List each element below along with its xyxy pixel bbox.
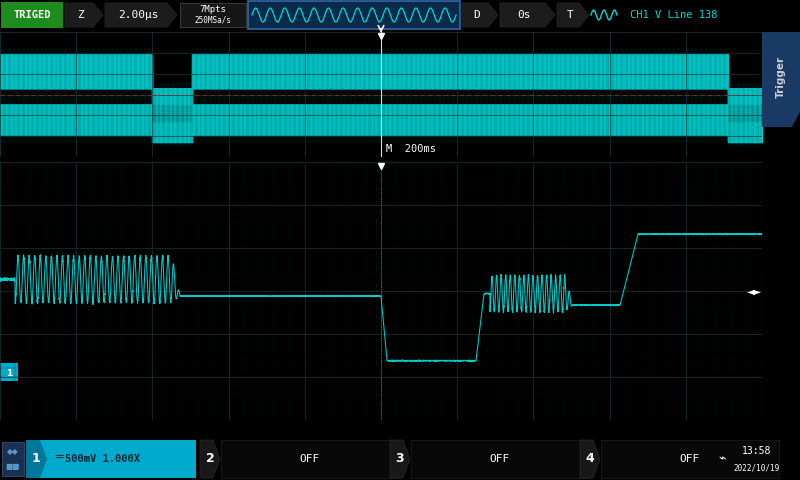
Text: 1: 1 bbox=[6, 369, 12, 378]
Text: 13:58: 13:58 bbox=[742, 446, 772, 456]
Text: ◆◆: ◆◆ bbox=[7, 447, 19, 456]
Polygon shape bbox=[390, 440, 410, 478]
Text: 7Mpts: 7Mpts bbox=[199, 5, 226, 14]
Text: 0s: 0s bbox=[518, 10, 531, 20]
Text: 1: 1 bbox=[32, 453, 40, 466]
Bar bbox=[411, 440, 589, 478]
Bar bbox=[248, 1, 460, 29]
Text: 2: 2 bbox=[206, 453, 214, 466]
Text: ⌁: ⌁ bbox=[718, 453, 726, 466]
Polygon shape bbox=[557, 3, 589, 27]
Polygon shape bbox=[26, 440, 47, 478]
Bar bbox=[601, 440, 779, 478]
Text: Trigger: Trigger bbox=[776, 56, 786, 98]
Polygon shape bbox=[462, 3, 498, 27]
Text: D: D bbox=[474, 10, 480, 20]
Bar bbox=[221, 440, 399, 478]
Text: ═: ═ bbox=[55, 451, 62, 464]
Text: 2022/10/19: 2022/10/19 bbox=[734, 464, 780, 473]
Text: ◄►: ◄► bbox=[746, 286, 762, 296]
Text: OFF: OFF bbox=[680, 454, 700, 464]
Text: CH1 V Line 138: CH1 V Line 138 bbox=[630, 10, 718, 20]
Bar bbox=[2, 442, 24, 476]
Bar bbox=[180, 3, 246, 27]
Bar bbox=[1, 2, 63, 28]
Polygon shape bbox=[500, 3, 555, 27]
Bar bbox=[0, 363, 18, 381]
Text: ■■: ■■ bbox=[6, 462, 20, 470]
Polygon shape bbox=[762, 32, 800, 127]
Text: OFF: OFF bbox=[490, 454, 510, 464]
Text: 4: 4 bbox=[586, 453, 594, 466]
Polygon shape bbox=[105, 3, 177, 27]
Text: 2.00μs: 2.00μs bbox=[118, 10, 158, 20]
Text: Z: Z bbox=[78, 10, 84, 20]
Text: 3: 3 bbox=[396, 453, 404, 466]
Text: 500mV 1.000X: 500mV 1.000X bbox=[65, 454, 140, 464]
Polygon shape bbox=[580, 440, 600, 478]
Text: 250MSa/s: 250MSa/s bbox=[194, 15, 231, 24]
Text: TRIGED: TRIGED bbox=[14, 10, 50, 20]
Text: M  200ms: M 200ms bbox=[386, 144, 436, 155]
Text: T: T bbox=[566, 10, 574, 20]
Bar bbox=[26, 440, 196, 478]
Text: OFF: OFF bbox=[300, 454, 320, 464]
Polygon shape bbox=[65, 3, 103, 27]
Polygon shape bbox=[200, 440, 220, 478]
